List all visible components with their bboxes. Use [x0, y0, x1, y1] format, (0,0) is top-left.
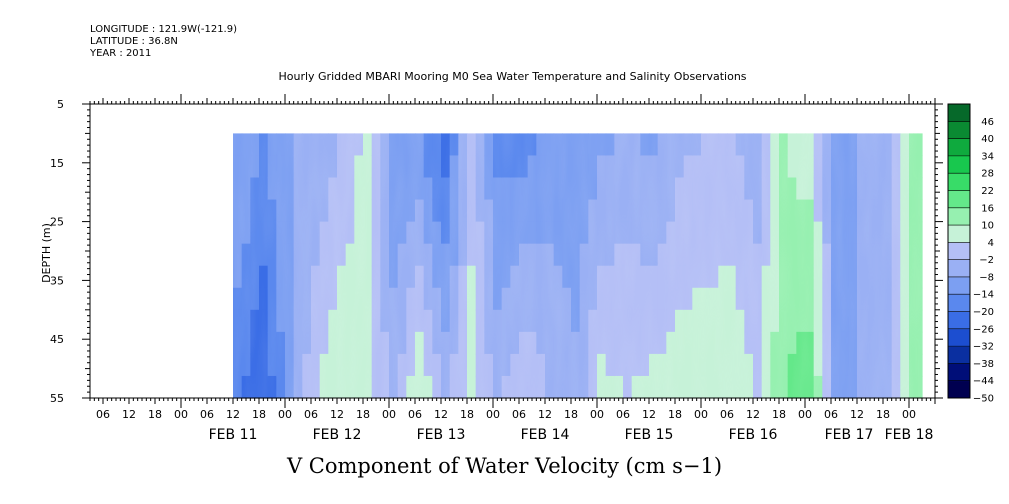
colorbar-swatch — [948, 363, 970, 382]
colorbar-swatch — [948, 294, 970, 312]
x-hour-label: 12 — [330, 408, 344, 421]
colorbar-swatch — [948, 311, 970, 330]
x-hour-label: 18 — [460, 408, 474, 421]
colorbar-swatch — [948, 380, 970, 399]
colorbar-swatch — [948, 121, 970, 139]
x-hour-label: 00 — [590, 408, 604, 421]
colorbar-swatch — [948, 225, 970, 243]
x-day-label: FEB 11 — [209, 427, 258, 443]
colorbar-swatch — [948, 346, 970, 364]
x-hour-label: 12 — [538, 408, 552, 421]
colorbar-swatch — [948, 173, 970, 191]
y-tick-label: 45 — [50, 333, 64, 346]
y-tick-label: 25 — [50, 216, 64, 229]
x-hour-label: 18 — [356, 408, 370, 421]
colorbar-label: −38 — [973, 359, 994, 370]
x-axis: 06 12 18 00 06 12 18 00 06 12 18 00 06 12 18 00 06 12 18 00… — [89, 94, 936, 443]
x-hour-label: 06 — [200, 408, 214, 421]
y-tick-label: 35 — [50, 274, 64, 287]
colorbar-label: 22 — [981, 186, 994, 197]
x-day-label: FEB 14 — [521, 427, 570, 443]
colorbar-swatch — [948, 155, 970, 174]
y-axis: 5 15 25 35 45 55 — [50, 98, 943, 405]
x-hour-label: 18 — [876, 408, 890, 421]
colorbar-label: −20 — [973, 307, 994, 318]
colorbar-label: 4 — [988, 238, 994, 249]
x-day-label: FEB 15 — [625, 427, 674, 443]
x-day-label: FEB 17 — [825, 427, 874, 443]
x-hour-label: 06 — [96, 408, 110, 421]
x-hour-label: 00 — [174, 408, 188, 421]
x-hour-label: 06 — [304, 408, 318, 421]
colorbar: −50 −44 −38 −32 −26 −20 −14 −8 −2 4 10 16 22 28 34 40 46 — [947, 103, 994, 405]
x-day-label: FEB 12 — [313, 427, 362, 443]
colorbar-label: −26 — [973, 324, 994, 335]
x-hour-label: 06 — [512, 408, 526, 421]
colorbar-label: −8 — [979, 272, 994, 283]
x-hour-label: 12 — [434, 408, 448, 421]
x-hour-label: 18 — [252, 408, 266, 421]
x-hour-label: 12 — [746, 408, 760, 421]
colorbar-label: 28 — [981, 169, 994, 180]
colorbar-label: −50 — [973, 394, 994, 405]
heatmap-texture — [233, 133, 922, 398]
colorbar-label: −14 — [973, 290, 994, 301]
x-hour-label: 00 — [694, 408, 708, 421]
colorbar-swatch — [948, 328, 970, 347]
colorbar-label: 46 — [981, 117, 994, 128]
colorbar-swatch — [948, 242, 970, 261]
chart-title: Hourly Gridded MBARI Mooring M0 Sea Wate… — [278, 70, 747, 83]
x-hour-label: 12 — [642, 408, 656, 421]
x-hour-label: 18 — [668, 408, 682, 421]
year-label: YEAR : 2011 — [90, 48, 152, 59]
y-tick-label: 55 — [50, 392, 64, 405]
colorbar-label: 10 — [981, 221, 994, 232]
y-tick-label: 15 — [50, 157, 64, 170]
x-hour-label: 06 — [616, 408, 630, 421]
colorbar-label: −44 — [973, 376, 994, 387]
x-hour-label: 18 — [564, 408, 578, 421]
latitude-label: LATITUDE : 36.8N — [90, 36, 178, 47]
colorbar-swatch — [948, 104, 970, 122]
colorbar-label: 40 — [981, 134, 994, 145]
colorbar-label: −2 — [979, 255, 994, 266]
colorbar-swatch — [948, 207, 970, 226]
x-hour-label: 12 — [226, 408, 240, 421]
x-hour-label: 06 — [408, 408, 422, 421]
colorbar-swatch — [948, 276, 970, 295]
x-hour-label: 00 — [278, 408, 292, 421]
y-axis-label: DEPTH (m) — [40, 223, 53, 283]
x-hour-label: 00 — [486, 408, 500, 421]
x-hour-label: 00 — [902, 408, 916, 421]
x-hour-label: 18 — [148, 408, 162, 421]
x-hour-label: 00 — [798, 408, 812, 421]
x-hour-label: 18 — [772, 408, 786, 421]
colorbar-swatch — [948, 138, 970, 157]
x-hour-label: 06 — [824, 408, 838, 421]
colorbar-label: 16 — [981, 203, 994, 214]
y-tick-label: 5 — [57, 98, 64, 111]
colorbar-label: −32 — [973, 342, 994, 353]
x-day-label: FEB 18 — [885, 427, 934, 443]
longitude-label: LONGITUDE : 121.9W(-121.9) — [90, 24, 237, 35]
x-hour-label: 06 — [720, 408, 734, 421]
colorbar-swatch — [948, 259, 970, 278]
x-hour-label: 12 — [850, 408, 864, 421]
variable-title: V Component of Water Velocity (cm s−1) — [286, 454, 723, 478]
x-day-label: FEB 16 — [729, 427, 778, 443]
x-hour-label: 12 — [122, 408, 136, 421]
x-day-label: FEB 13 — [417, 427, 466, 443]
colorbar-label: 34 — [981, 151, 994, 162]
x-hour-label: 00 — [382, 408, 396, 421]
colorbar-swatch — [948, 190, 970, 209]
